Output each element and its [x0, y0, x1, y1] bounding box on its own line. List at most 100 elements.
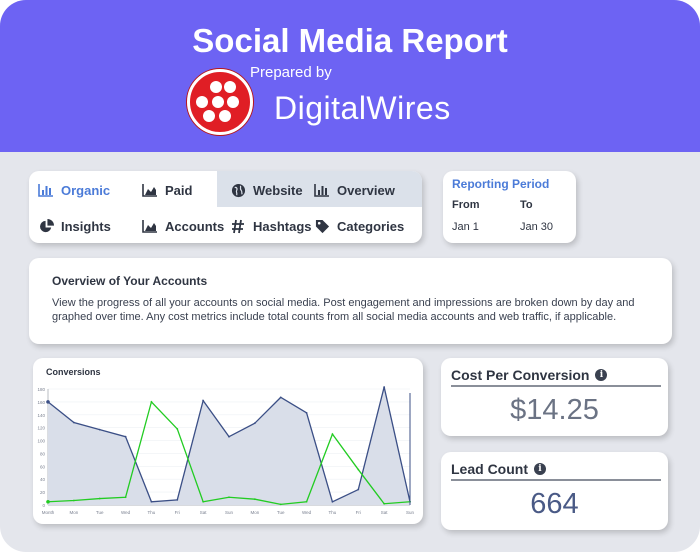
nav-tab-accounts-label: Accounts [165, 218, 225, 234]
data-point [98, 497, 101, 500]
y-tick-label: 20 [40, 490, 46, 495]
globe-icon [229, 182, 247, 198]
y-tick-label: 40 [40, 477, 46, 482]
info-icon[interactable]: i [534, 463, 546, 475]
period-to-label: To [520, 199, 533, 211]
cost-per-conversion-card: Cost Per Conversion i $14.25 [441, 358, 668, 436]
lead-count-label: Lead Count [451, 461, 528, 477]
data-point [253, 498, 256, 501]
divider [451, 479, 661, 481]
x-tick-label: Sat [381, 510, 389, 515]
x-tick-label: Sat [200, 510, 208, 515]
conversions-chart-card: Conversions 0 20 40 60 80 100 120 140 160 180 Mont… [33, 358, 423, 524]
data-point [331, 433, 334, 436]
x-tick-label: Tue [277, 510, 285, 515]
nav-tab-organic[interactable]: Organic [37, 180, 110, 200]
x-tick-label: Thu [329, 510, 337, 515]
data-point [150, 500, 153, 503]
y-tick-label: 160 [37, 400, 45, 405]
hashtag-icon [229, 218, 247, 234]
nav-tab-insights[interactable]: Insights [37, 216, 111, 236]
cost-per-conversion-label: Cost Per Conversion [451, 367, 590, 383]
data-point [331, 500, 334, 503]
data-point [357, 488, 360, 491]
data-point [46, 499, 50, 504]
data-point [305, 500, 308, 503]
data-point [253, 422, 256, 425]
lead-count-value: 664 [530, 488, 579, 520]
data-point [383, 386, 386, 388]
lead-count-card: Lead Count i 664 [441, 452, 668, 530]
data-point [279, 503, 282, 506]
nav-tab-accounts[interactable]: Accounts [141, 216, 224, 236]
brand-logo [187, 69, 253, 135]
overview-description: View the progress of all your accounts o… [52, 297, 635, 323]
y-tick-label: 140 [37, 413, 45, 418]
overview-title: Overview of Your Accounts [52, 274, 208, 288]
period-from-value[interactable]: Jan 1 [452, 221, 479, 233]
y-tick-label: 180 [37, 387, 45, 392]
data-point [46, 400, 50, 404]
nav-tab-paid[interactable]: Paid [141, 180, 192, 200]
area-chart-icon [141, 182, 159, 198]
period-to-value[interactable]: Jan 30 [520, 221, 554, 233]
y-tick-label: 80 [40, 451, 46, 456]
prepared-by-label: Prepared by [250, 64, 332, 81]
info-icon[interactable]: i [595, 369, 608, 381]
nav-tab-website-label: Website [253, 182, 303, 198]
series-area [48, 387, 410, 505]
brand-name: DigitalWires [274, 90, 451, 126]
cost-per-conversion-value: $14.25 [510, 394, 599, 426]
data-point [124, 435, 127, 438]
divider [451, 385, 661, 387]
data-point [305, 411, 308, 414]
nav-tab-hashtags-label: Hashtags [253, 218, 312, 234]
data-point [202, 500, 205, 503]
report-header: Social Media Report Prepared by DigitalW… [0, 0, 700, 152]
data-point [176, 498, 179, 501]
nav-tab-overview[interactable]: Overview [313, 180, 395, 200]
x-tick-label: Month [42, 510, 55, 515]
y-tick-label: 120 [37, 426, 45, 431]
conversions-chart: 0 20 40 60 80 100 120 140 160 180 Month Mon Tue Wed Th… [37, 386, 414, 515]
x-tick-label: Fri [175, 510, 180, 515]
report-title: Social Media Report [192, 22, 508, 59]
data-point [383, 502, 386, 505]
data-point [279, 396, 282, 399]
y-tick-label: 0 [42, 503, 45, 508]
data-point [72, 499, 75, 502]
chart-title: Conversions [46, 367, 101, 377]
data-point [176, 428, 179, 430]
data-point [98, 428, 101, 431]
data-point [202, 399, 205, 402]
nav-tab-website[interactable]: Website [229, 180, 303, 200]
nav-tab-hashtags[interactable]: Hashtags [229, 216, 312, 236]
y-tick-label: 100 [37, 439, 45, 444]
x-tick-label: Wed [121, 510, 131, 515]
reporting-period-title: Reporting Period [452, 177, 550, 191]
nav-highlight [217, 171, 422, 207]
overview-card: Overview of Your Accounts View the progr… [29, 258, 672, 344]
nav-tab-organic-label: Organic [61, 182, 111, 198]
x-tick-label: Wed [302, 510, 312, 515]
x-tick-label: Fri [356, 510, 361, 515]
data-point [72, 421, 75, 424]
pie-chart-icon [37, 218, 55, 234]
data-point [357, 468, 360, 471]
reporting-period-card: Reporting Period From To Jan 1 Jan 30 [443, 171, 576, 243]
nav-tab-insights-label: Insights [61, 218, 111, 234]
lead-count-title: Lead Count i [451, 461, 546, 477]
nav-tab-categories[interactable]: Categories [313, 216, 404, 236]
x-tick-label: Mon [69, 510, 78, 515]
bar-chart-icon [313, 182, 331, 198]
data-point [150, 400, 153, 403]
nav-tab-paid-label: Paid [165, 182, 193, 198]
cost-per-conversion-title: Cost Per Conversion i [451, 367, 608, 383]
data-point [124, 496, 127, 499]
report-nav: Organic Paid Website Overview Insights [29, 171, 422, 243]
bar-chart-icon [37, 182, 55, 198]
x-tick-label: Mon [250, 510, 259, 515]
x-tick-label: Thu [148, 510, 156, 515]
tag-icon [313, 218, 331, 234]
